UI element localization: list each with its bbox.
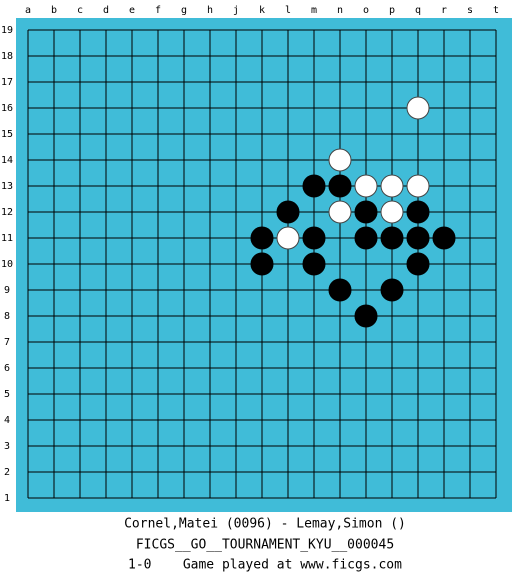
black-stone (406, 200, 430, 224)
white-stone (406, 174, 430, 198)
black-stone (406, 252, 430, 276)
column-label: c (77, 5, 83, 16)
event: FICGS__GO__TOURNAMENT_KYU__000045 (136, 538, 394, 553)
black-stone (354, 200, 378, 224)
row-label: 13 (1, 181, 13, 192)
column-label: f (155, 5, 161, 16)
white-stone (406, 96, 430, 120)
row-label: 11 (1, 233, 13, 244)
row-label: 5 (4, 389, 10, 400)
black-stone (328, 174, 352, 198)
black-stone (276, 200, 300, 224)
white-stone (328, 148, 352, 172)
column-label: b (51, 5, 57, 16)
row-label: 6 (4, 363, 10, 374)
column-label: o (363, 5, 369, 16)
black-stone (354, 304, 378, 328)
black-stone (302, 226, 326, 250)
black-stone (380, 226, 404, 250)
black-stone (328, 278, 352, 302)
row-label: 10 (1, 259, 13, 270)
column-label: n (337, 5, 343, 16)
column-label: r (441, 5, 447, 16)
black-stone (354, 226, 378, 250)
white-stone (276, 226, 300, 250)
column-label: m (311, 5, 317, 16)
result: 1-0 Game played at www.ficgs.com (128, 558, 402, 573)
row-label: 19 (1, 25, 13, 36)
row-label: 2 (4, 467, 10, 478)
black-stone (380, 278, 404, 302)
black-stone (250, 226, 274, 250)
column-label: k (259, 5, 265, 16)
row-label: 15 (1, 129, 13, 140)
column-label: h (207, 5, 213, 16)
column-label: l (285, 5, 291, 16)
white-stone (380, 200, 404, 224)
row-label: 9 (4, 285, 10, 296)
black-stone (250, 252, 274, 276)
row-label: 16 (1, 103, 13, 114)
players: Cornel,Matei (0096) - Lemay,Simon () (124, 517, 406, 532)
white-stone (328, 200, 352, 224)
column-label: e (129, 5, 135, 16)
row-label: 14 (1, 155, 13, 166)
column-label: j (233, 5, 239, 16)
row-label: 1 (4, 493, 10, 504)
column-label: p (389, 5, 395, 16)
row-label: 4 (4, 415, 10, 426)
column-label: s (467, 5, 473, 16)
white-stone (354, 174, 378, 198)
column-label: d (103, 5, 109, 16)
black-stone (302, 252, 326, 276)
row-label: 17 (1, 77, 13, 88)
column-label: q (415, 5, 421, 16)
black-stone (432, 226, 456, 250)
row-label: 7 (4, 337, 10, 348)
row-label: 12 (1, 207, 13, 218)
black-stone (302, 174, 326, 198)
row-label: 3 (4, 441, 10, 452)
column-label: a (25, 5, 31, 16)
column-label: g (181, 5, 187, 16)
row-label: 18 (1, 51, 13, 62)
white-stone (380, 174, 404, 198)
row-label: 8 (4, 311, 10, 322)
black-stone (406, 226, 430, 250)
column-label: t (493, 5, 499, 16)
